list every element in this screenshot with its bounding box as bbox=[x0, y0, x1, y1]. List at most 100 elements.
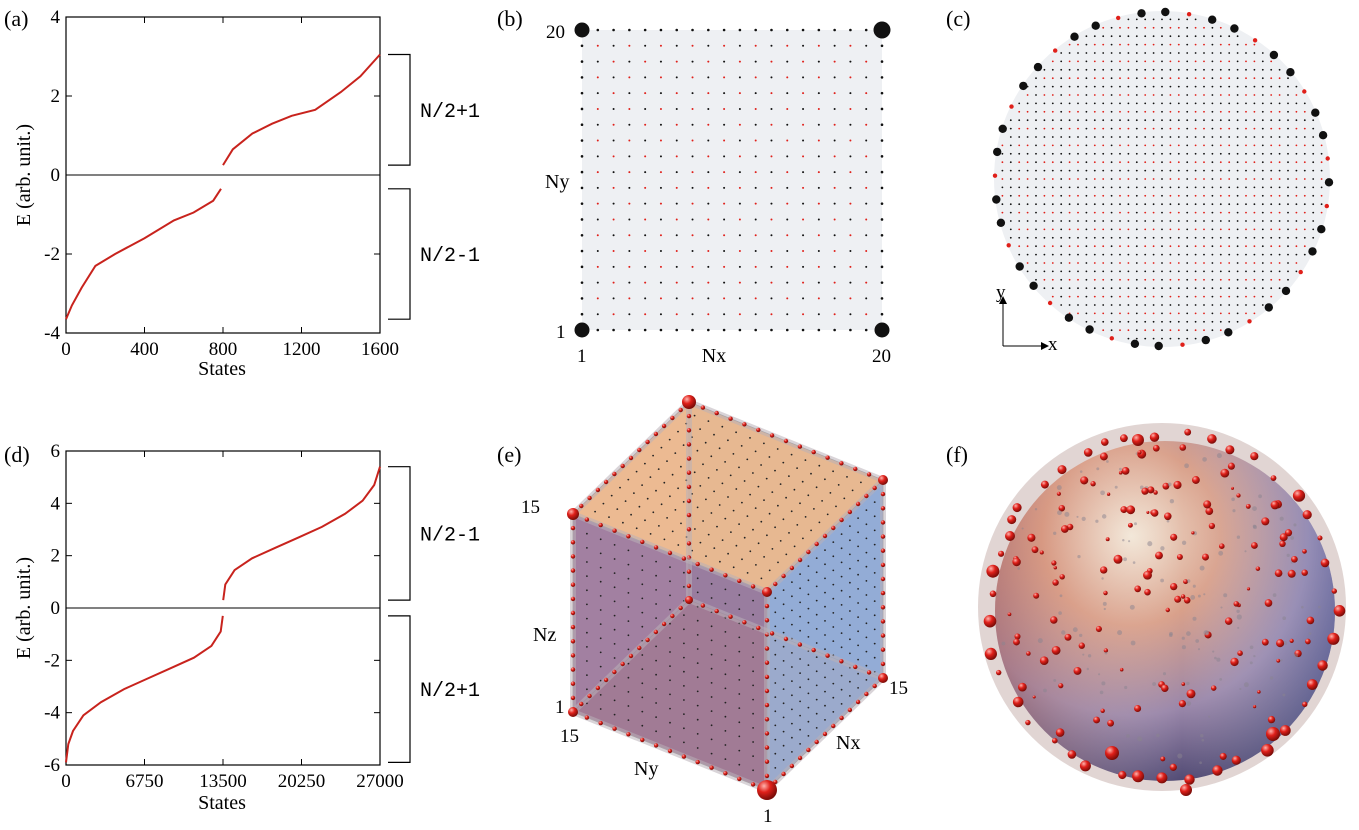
e-face-dot bbox=[752, 613, 754, 616]
c-lattice-dot bbox=[1026, 236, 1029, 239]
f-surface-ball bbox=[1257, 690, 1261, 694]
c-lattice-dot bbox=[1228, 68, 1231, 71]
c-lattice-dot bbox=[1026, 178, 1029, 180]
e-edge-dot bbox=[811, 647, 816, 653]
b-x-min-label: 1 bbox=[577, 346, 587, 367]
f-large-ball bbox=[1005, 531, 1015, 541]
f-inner-dot bbox=[1134, 522, 1137, 526]
e-edge-dot bbox=[661, 621, 667, 627]
c-lattice-dot bbox=[1009, 144, 1012, 147]
f-inner-dot bbox=[1272, 593, 1277, 597]
c-lattice-dot bbox=[1228, 127, 1231, 130]
e-edge-dot bbox=[750, 584, 756, 589]
c-edge-dot bbox=[992, 195, 1001, 204]
c-lattice-dot bbox=[1077, 43, 1079, 46]
b-lattice-dot bbox=[865, 265, 868, 268]
c-lattice-dot bbox=[1018, 228, 1021, 231]
e-face-dot bbox=[641, 555, 644, 557]
b-lattice-dot bbox=[833, 218, 836, 221]
b-lattice-dot bbox=[817, 92, 820, 95]
f-inner-dot bbox=[1132, 561, 1136, 564]
c-lattice-dot bbox=[1068, 85, 1071, 88]
e-face-dot bbox=[790, 453, 793, 456]
c-lattice-dot bbox=[1093, 127, 1096, 130]
b-lattice-dot bbox=[596, 313, 599, 316]
b-lattice-dot bbox=[691, 139, 694, 142]
f-surface-ball bbox=[1179, 444, 1187, 451]
e-face-dot bbox=[649, 476, 652, 478]
c-lattice-dot bbox=[1009, 228, 1012, 231]
f-surface-ball bbox=[1202, 553, 1209, 561]
f-surface-ball bbox=[1170, 582, 1178, 591]
c-lattice-dot bbox=[1236, 127, 1239, 130]
c-lattice-dot bbox=[1203, 85, 1205, 88]
c-lattice-dot bbox=[1009, 194, 1012, 197]
b-lattice-dot bbox=[786, 60, 789, 63]
c-lattice-dot bbox=[1228, 287, 1231, 290]
e-face-dot bbox=[710, 724, 713, 727]
c-lattice-dot bbox=[1102, 85, 1105, 88]
c-lattice-dot bbox=[1169, 68, 1172, 71]
e-face-dot bbox=[837, 484, 840, 486]
c-lattice-dot bbox=[1261, 77, 1264, 80]
c-lattice-dot bbox=[1102, 262, 1105, 264]
e-face-dot bbox=[702, 520, 704, 522]
c-lattice-dot bbox=[1211, 169, 1214, 172]
b-lattice-dot bbox=[723, 123, 726, 126]
c-lattice-dot bbox=[1177, 312, 1180, 315]
c-lattice-dot bbox=[1119, 94, 1121, 96]
c-lattice-dot bbox=[1295, 169, 1298, 172]
e-face-dot bbox=[752, 698, 754, 701]
b-lattice-dot bbox=[770, 281, 773, 284]
c-lattice-dot bbox=[1144, 18, 1147, 21]
c-lattice-dot bbox=[1270, 262, 1273, 264]
c-lattice-dot bbox=[1127, 152, 1130, 155]
c-x-axis-label: x bbox=[1048, 334, 1058, 355]
c-lattice-dot bbox=[1219, 60, 1222, 63]
c-lattice-dot bbox=[1102, 278, 1105, 281]
c-lattice-dot bbox=[1077, 295, 1079, 298]
c-lattice-dot bbox=[1203, 203, 1205, 206]
c-lattice-dot bbox=[1144, 161, 1147, 164]
c-lattice-dot bbox=[1203, 43, 1205, 46]
c-lattice-dot bbox=[1161, 102, 1163, 105]
e-face-dot bbox=[677, 430, 679, 433]
c-lattice-dot bbox=[1211, 35, 1214, 38]
c-lattice-dot bbox=[1253, 220, 1256, 222]
c-edge-dot bbox=[998, 124, 1007, 133]
e-face-dot bbox=[865, 551, 868, 554]
e-face-dot bbox=[705, 555, 707, 557]
f-rim-ball bbox=[1184, 428, 1192, 436]
b-lattice-dot bbox=[770, 297, 773, 300]
e-edge-dot bbox=[686, 442, 692, 447]
c-lattice-dot bbox=[1211, 304, 1214, 306]
f-inner-dot bbox=[1286, 553, 1290, 558]
e-face-dot bbox=[801, 480, 804, 483]
b-lattice-dot bbox=[738, 107, 741, 110]
c-lattice-dot bbox=[1219, 85, 1222, 88]
b-lattice-dot bbox=[580, 155, 584, 158]
e-face-dot bbox=[599, 708, 602, 710]
c-lattice-dot bbox=[1144, 68, 1147, 71]
c-lattice-dot bbox=[1161, 186, 1163, 189]
b-lattice-dot bbox=[644, 297, 647, 300]
f-rim-ball bbox=[1079, 760, 1091, 772]
c-lattice-dot bbox=[1270, 136, 1273, 138]
f-inner-dot bbox=[1059, 594, 1063, 598]
c-lattice-dot bbox=[1236, 211, 1239, 214]
c-lattice-dot bbox=[1287, 228, 1289, 231]
c-lattice-dot bbox=[1035, 94, 1037, 96]
c-lattice-dot bbox=[1287, 152, 1289, 155]
c-lattice-dot bbox=[1051, 77, 1054, 80]
f-surface-ball bbox=[1252, 704, 1257, 709]
e-face-dot bbox=[627, 549, 630, 552]
e-face-dot bbox=[663, 538, 666, 541]
c-lattice-dot bbox=[1035, 245, 1037, 248]
f-rim-ball bbox=[1302, 701, 1308, 707]
b-lattice-dot bbox=[596, 139, 599, 142]
b-lattice-dot bbox=[786, 155, 789, 158]
f-surface-ball bbox=[1219, 752, 1227, 760]
e-face-dot bbox=[754, 450, 757, 453]
c-lattice-dot bbox=[1093, 228, 1096, 231]
e-z-label: Nz bbox=[533, 624, 556, 646]
